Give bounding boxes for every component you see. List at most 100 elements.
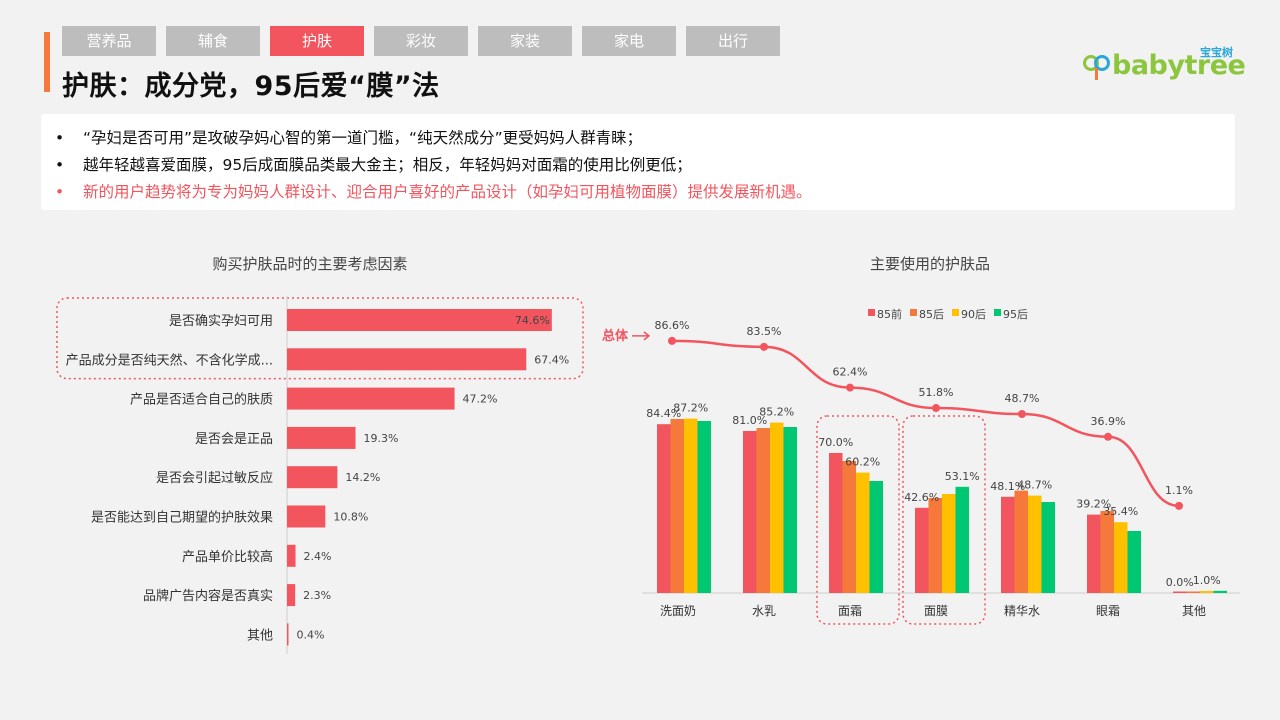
bar (684, 418, 698, 593)
total-value-label: 51.8% (919, 386, 954, 399)
value-label: 47.2% (463, 393, 498, 406)
tab-nutrition[interactable]: 营养品 (62, 26, 156, 56)
bar (287, 348, 527, 371)
total-point (846, 383, 854, 392)
total-point (760, 342, 768, 351)
total-value-label: 83.5% (747, 325, 782, 338)
bar (928, 498, 942, 593)
category-tabs: 营养品 辅食 护肤 彩妆 家装 家电 出行 (62, 26, 780, 56)
tab-baby-food[interactable]: 辅食 (166, 26, 260, 56)
bar-value-label: 85.2% (759, 406, 794, 419)
total-value-label: 48.7% (1005, 392, 1040, 405)
total-arrow-icon (632, 331, 651, 341)
value-label: 67.4% (534, 353, 569, 366)
bar (915, 507, 929, 593)
legend-swatch (868, 309, 875, 316)
bar (1186, 591, 1200, 593)
bar (1100, 511, 1114, 593)
bar (287, 426, 356, 449)
bar-value-label: 35.4% (1103, 505, 1138, 518)
summary-bullet: • “孕妇是否可用”是攻破孕妈心智的第一道门槛，“纯天然成分”更受妈妈人群青睐； (55, 129, 643, 147)
bar (842, 461, 856, 593)
page-title: 护肤：成分党，95后爱“膜”法 (62, 71, 440, 102)
bar (942, 494, 956, 593)
highlight-box (816, 415, 900, 625)
category-label: 产品单价比较高 (182, 549, 273, 565)
tab-home-decor[interactable]: 家装 (478, 26, 572, 56)
title-accent-bar (44, 32, 50, 92)
category-label: 面霜 (838, 604, 862, 618)
bar (287, 309, 552, 331)
total-point (932, 404, 940, 413)
category-label: 水乳 (752, 604, 776, 618)
bar-value-label: 1.0% (1193, 574, 1221, 587)
value-label: 74.6% (515, 314, 550, 327)
total-value-label: 1.1% (1165, 484, 1193, 497)
category-label: 是否能达到自己期望的护肤效果 (91, 510, 273, 526)
summary-bullet-highlight: • 新的用户趋势将为专为妈妈人群设计、迎合用户喜好的产品设计（如孕妇可用植物面膜）… (55, 183, 812, 201)
total-point (668, 336, 676, 345)
bar-value-label: 0.0% (1166, 576, 1194, 589)
legend-label: 95后 (1003, 308, 1028, 321)
category-label: 其他 (247, 628, 273, 643)
category-label: 是否确实孕妇可用 (169, 313, 273, 329)
bar (1041, 502, 1055, 593)
tab-travel[interactable]: 出行 (686, 26, 780, 56)
tab-makeup[interactable]: 彩妆 (374, 26, 468, 56)
logo-wordmark: babytree (1112, 50, 1246, 81)
total-point (1175, 501, 1183, 510)
bar (1028, 495, 1042, 593)
bar-value-label: 48.1% (990, 480, 1025, 493)
total-line-label: 总体 (602, 328, 629, 344)
bar (1001, 496, 1015, 593)
total-value-label: 62.4% (833, 366, 868, 379)
category-label: 洗面奶 (660, 604, 696, 618)
value-label: 2.3% (303, 589, 331, 602)
total-value-label: 36.9% (1091, 415, 1126, 428)
value-label: 19.3% (364, 432, 399, 445)
bar (287, 466, 338, 489)
bar (770, 422, 784, 593)
bar-value-label: 84.4% (646, 407, 681, 420)
bar (1200, 591, 1214, 593)
category-label: 是否会是正品 (195, 432, 273, 447)
value-label: 0.4% (297, 628, 325, 641)
logo-chinese: 宝宝树 (1200, 46, 1233, 59)
value-label: 10.8% (333, 511, 368, 524)
bar-value-label: 53.1% (945, 470, 980, 483)
bar (1087, 514, 1101, 593)
total-value-label: 86.6% (655, 319, 690, 332)
value-label: 14.2% (345, 471, 380, 484)
tab-skincare[interactable]: 护肤 (270, 26, 364, 56)
tab-appliances[interactable]: 家电 (582, 26, 676, 56)
category-label: 精华水 (1004, 604, 1040, 618)
bar (287, 387, 455, 410)
legend-swatch (952, 309, 959, 316)
category-label: 其他 (1182, 604, 1206, 618)
legend-label: 85前 (877, 307, 902, 321)
category-label: 产品成分是否纯天然、不含化学成... (66, 352, 273, 368)
legend-label: 90后 (961, 308, 986, 321)
bar (869, 481, 883, 593)
legend-swatch (910, 309, 917, 316)
bar-value-label: 70.0% (818, 436, 853, 449)
total-point (1104, 432, 1112, 441)
bar (1173, 591, 1187, 593)
bar (697, 421, 711, 593)
total-point (1018, 410, 1026, 419)
bar (1014, 490, 1028, 593)
bar-value-label: 60.2% (845, 456, 880, 469)
bar (829, 453, 843, 593)
bar (743, 431, 757, 593)
bar-value-label: 42.6% (904, 491, 939, 504)
bar (856, 472, 870, 593)
bar (1213, 590, 1227, 593)
bar (287, 544, 296, 567)
bar (955, 486, 969, 593)
category-label: 品牌广告内容是否真实 (143, 588, 273, 604)
bar (657, 424, 671, 593)
summary-bullet: • 越年轻越喜爱面膜，95后成面膜品类最大金主；相反，年轻妈妈对面霜的使用比例更低… (55, 156, 692, 174)
bar (287, 584, 296, 607)
bar (783, 427, 797, 593)
skincare-usage-chart: 洗面奶 水乳 面霜 面膜 精华水 眼霜 其他 84.4%87.2% 81.0%85.2% 70.0… (602, 307, 1240, 625)
